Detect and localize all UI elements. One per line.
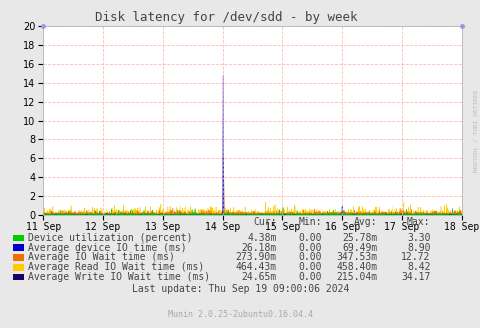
Text: 0.00: 0.00 — [298, 253, 322, 262]
Text: 464.43m: 464.43m — [235, 262, 276, 272]
Text: 3.30: 3.30 — [406, 233, 430, 243]
Text: 4.38m: 4.38m — [247, 233, 276, 243]
Text: 69.49m: 69.49m — [342, 243, 377, 253]
Text: Average Write IO Wait time (ms): Average Write IO Wait time (ms) — [28, 272, 210, 282]
Text: Average device IO time (ms): Average device IO time (ms) — [28, 243, 186, 253]
Text: Average Read IO Wait time (ms): Average Read IO Wait time (ms) — [28, 262, 204, 272]
Text: 34.17: 34.17 — [400, 272, 430, 282]
Text: 0.00: 0.00 — [298, 262, 322, 272]
Text: Last update: Thu Sep 19 09:00:06 2024: Last update: Thu Sep 19 09:00:06 2024 — [132, 284, 348, 294]
Text: 8.42: 8.42 — [406, 262, 430, 272]
Text: RRDTOOL / TOBI OETIKER: RRDTOOL / TOBI OETIKER — [473, 90, 478, 173]
Text: Munin 2.0.25-2ubuntu0.16.04.4: Munin 2.0.25-2ubuntu0.16.04.4 — [168, 310, 312, 319]
Text: 26.18m: 26.18m — [241, 243, 276, 253]
Text: 273.90m: 273.90m — [235, 253, 276, 262]
Text: Max:: Max: — [406, 217, 430, 227]
Text: 347.53m: 347.53m — [336, 253, 377, 262]
Text: 458.40m: 458.40m — [336, 262, 377, 272]
Text: Device utilization (percent): Device utilization (percent) — [28, 233, 192, 243]
Text: Disk latency for /dev/sdd - by week: Disk latency for /dev/sdd - by week — [95, 11, 357, 25]
Text: Avg:: Avg: — [353, 217, 377, 227]
Text: 215.04m: 215.04m — [336, 272, 377, 282]
Text: Cur:: Cur: — [252, 217, 276, 227]
Text: 12.72: 12.72 — [400, 253, 430, 262]
Text: 0.00: 0.00 — [298, 272, 322, 282]
Text: 25.78m: 25.78m — [342, 233, 377, 243]
Text: 0.00: 0.00 — [298, 233, 322, 243]
Text: Average IO Wait time (ms): Average IO Wait time (ms) — [28, 253, 174, 262]
Text: 24.65m: 24.65m — [241, 272, 276, 282]
Text: 8.90: 8.90 — [406, 243, 430, 253]
Text: Min:: Min: — [298, 217, 322, 227]
Text: 0.00: 0.00 — [298, 243, 322, 253]
